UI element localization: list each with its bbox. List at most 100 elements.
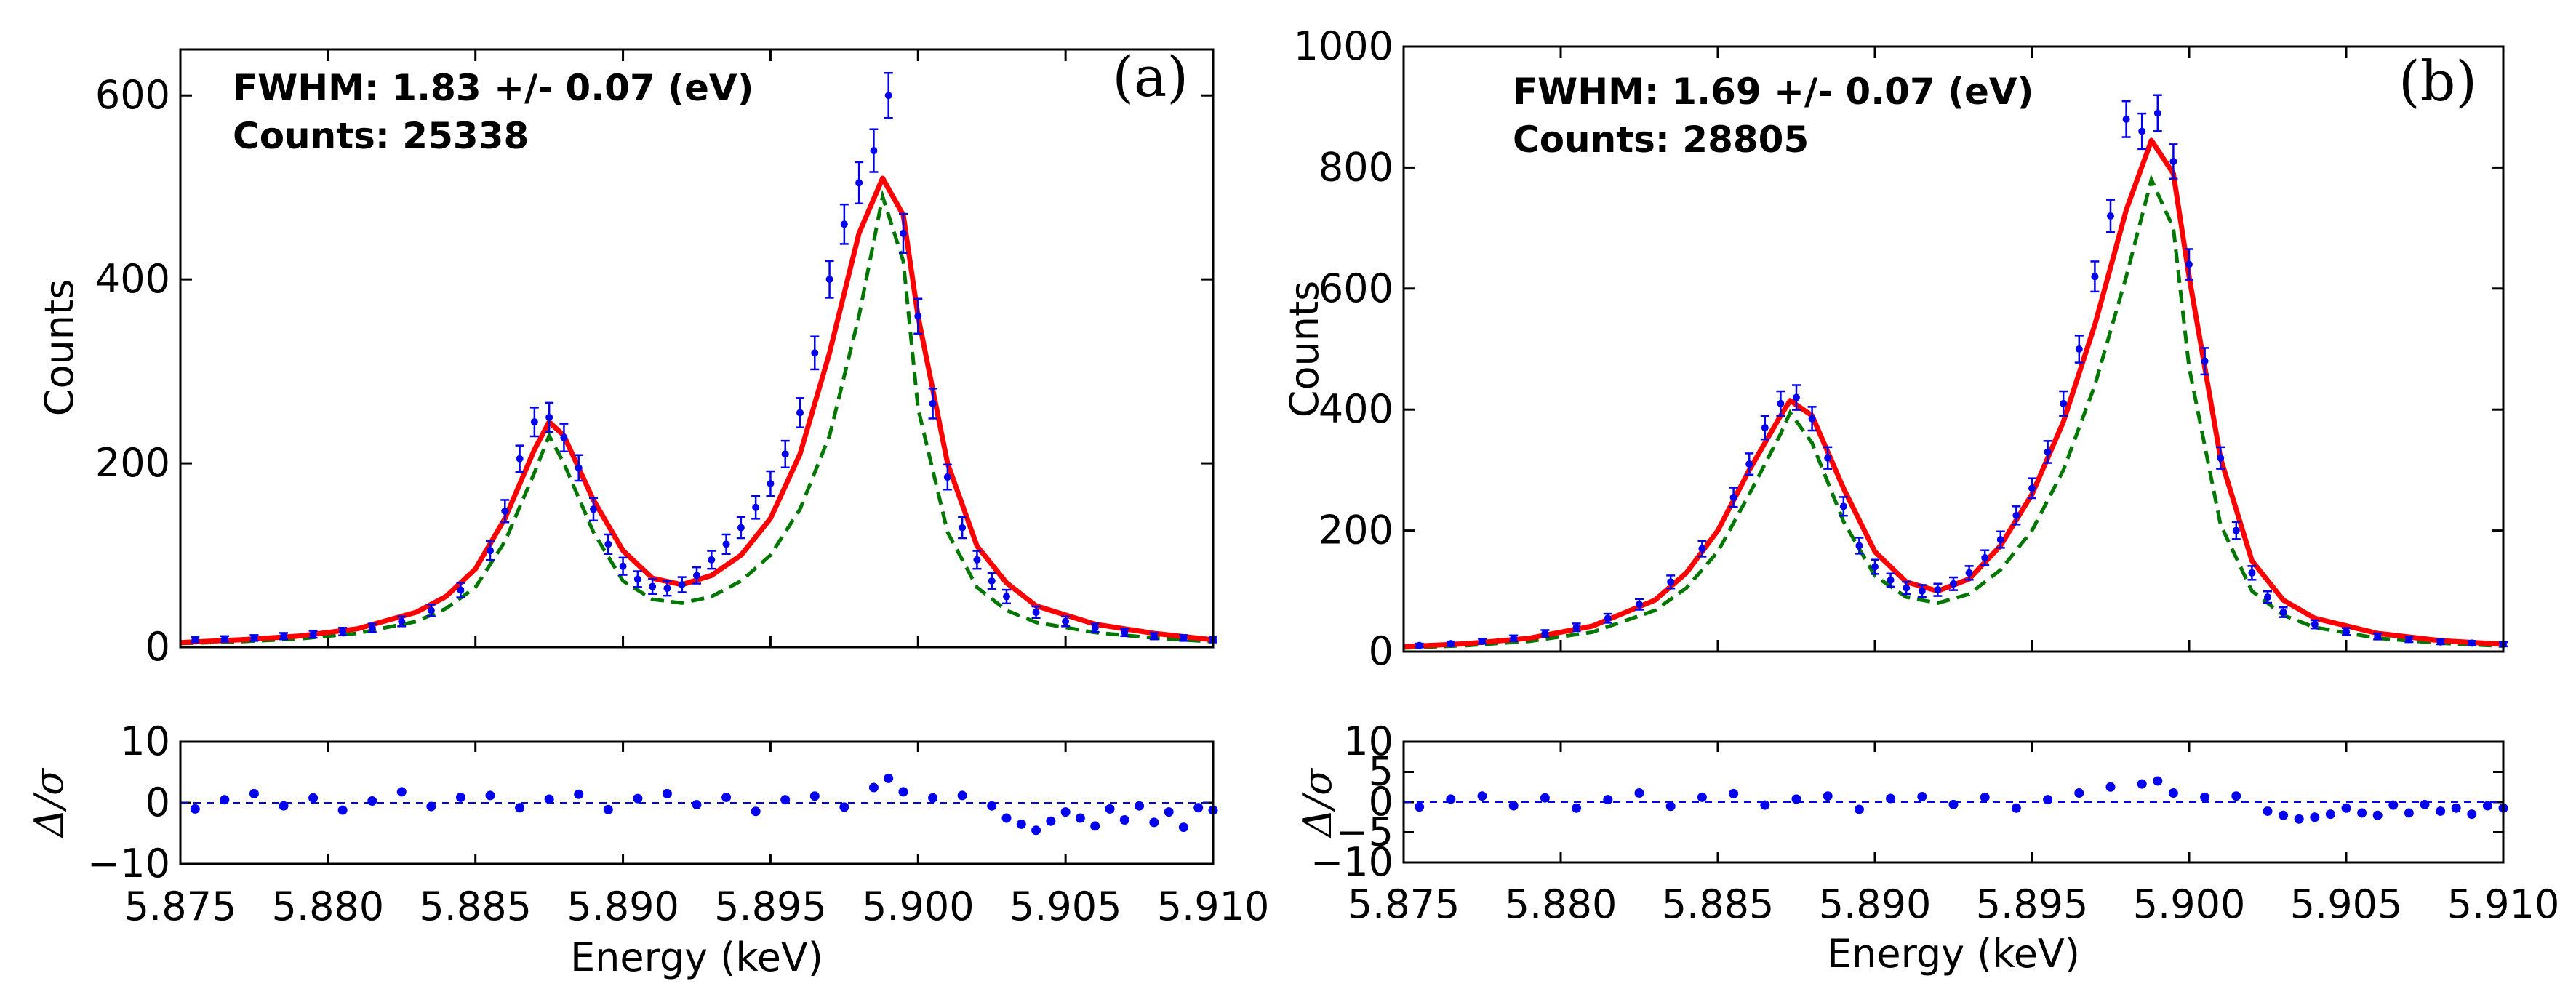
residual-point xyxy=(455,792,465,802)
data-point xyxy=(2091,273,2099,281)
y-tick-label: 0 xyxy=(145,624,170,670)
data-point xyxy=(2122,115,2130,123)
data-point xyxy=(1032,608,1040,616)
data-point xyxy=(487,547,494,555)
residual-point xyxy=(1791,794,1801,804)
data-point xyxy=(1541,630,1549,638)
resid-y-tick-label: 10 xyxy=(1343,718,1393,764)
residual-point xyxy=(1634,788,1644,798)
data-point xyxy=(870,147,878,155)
residual-point xyxy=(515,803,525,813)
data-point xyxy=(2264,593,2271,601)
x-tick-label: 5.895 xyxy=(1976,881,2089,927)
data-point xyxy=(2248,569,2256,577)
data-point xyxy=(619,562,627,570)
panel-b-residual-points xyxy=(1404,776,2508,824)
residual-point xyxy=(2074,788,2084,798)
panel-b-label: (b) xyxy=(2399,49,2477,113)
residual-point xyxy=(2404,808,2414,818)
data-point xyxy=(1793,393,1800,401)
data-point xyxy=(781,450,789,458)
resid-y-tick-label: 0 xyxy=(145,780,170,825)
residual-point xyxy=(2153,776,2163,786)
residual-point xyxy=(751,806,761,817)
data-point xyxy=(1415,641,1423,649)
panel-b-counts: Counts: 28805 xyxy=(1513,119,1809,161)
data-point xyxy=(1003,593,1010,601)
data-point xyxy=(560,433,568,441)
data-point xyxy=(1839,502,1847,510)
panel-a-main-ticks: 0 200 400 600 xyxy=(95,49,1215,670)
data-point xyxy=(427,606,435,614)
data-point xyxy=(2185,260,2193,268)
data-point xyxy=(280,632,287,640)
residual-point xyxy=(839,802,849,812)
data-point xyxy=(1965,569,1973,577)
residual-point xyxy=(633,793,643,804)
x-tick-label: 5.890 xyxy=(567,884,679,929)
data-point xyxy=(368,624,376,632)
y-tick-label: 400 xyxy=(95,256,170,302)
data-point xyxy=(398,617,406,625)
data-point xyxy=(767,479,775,487)
residual-point xyxy=(1446,794,1456,804)
data-point xyxy=(693,572,700,580)
residual-point xyxy=(2043,795,2053,805)
x-tick-label: 5.905 xyxy=(2290,881,2403,927)
residual-point xyxy=(1060,807,1071,817)
residual-point xyxy=(249,788,259,798)
panel-a-residual-ylabel: Δ/σ xyxy=(26,767,72,838)
residual-point xyxy=(2105,782,2116,792)
y-tick-label: 600 xyxy=(1319,265,1393,311)
residual-point xyxy=(367,796,377,806)
x-tick-label: 5.885 xyxy=(419,884,532,929)
y-tick-label: 800 xyxy=(1319,144,1393,190)
data-point xyxy=(943,473,951,481)
panel-b-ylabel: Counts xyxy=(1281,281,1327,418)
residual-point xyxy=(884,773,894,783)
data-point xyxy=(1777,399,1785,407)
data-point xyxy=(1808,415,1816,423)
residual-point xyxy=(2137,779,2147,789)
residual-point xyxy=(987,801,997,811)
resid-y-tick-label: 5 xyxy=(1369,749,1393,795)
data-point xyxy=(811,349,819,357)
x-tick-label: 5.890 xyxy=(1819,881,1932,927)
data-point xyxy=(825,276,833,284)
residual-point xyxy=(1917,792,1927,802)
residual-point xyxy=(603,804,613,814)
data-point xyxy=(2075,345,2083,353)
data-point xyxy=(973,556,981,564)
residual-point xyxy=(1075,813,1085,823)
residual-point xyxy=(426,801,436,812)
data-point xyxy=(929,399,937,407)
data-point xyxy=(1918,587,1926,595)
panel-a-residual-points xyxy=(180,773,1218,836)
residual-point xyxy=(2279,810,2289,820)
data-point xyxy=(2232,526,2240,534)
data-point xyxy=(1887,576,1895,584)
data-point xyxy=(1871,563,1879,571)
data-point xyxy=(339,628,347,636)
data-point xyxy=(2343,628,2350,636)
residual-point xyxy=(190,804,200,814)
resid-y-tick-label: −5 xyxy=(1335,809,1393,855)
data-point xyxy=(2169,158,2177,166)
residual-point xyxy=(1135,801,1145,811)
panel-b-residual-ylabel: Δ/σ xyxy=(1295,767,1340,838)
data-point xyxy=(1745,460,1753,468)
data-point xyxy=(1667,578,1675,586)
x-tick-label: 5.900 xyxy=(862,884,975,929)
residual-point xyxy=(1572,803,1582,813)
data-point xyxy=(545,413,553,421)
x-tick-label: 5.875 xyxy=(124,884,237,929)
residual-point xyxy=(1665,801,1676,812)
data-point xyxy=(1062,617,1070,625)
y-tick-label: 0 xyxy=(1369,628,1393,674)
x-tick-label: 5.880 xyxy=(1505,881,1617,927)
residual-point xyxy=(1090,821,1100,831)
residual-point xyxy=(2263,806,2273,816)
